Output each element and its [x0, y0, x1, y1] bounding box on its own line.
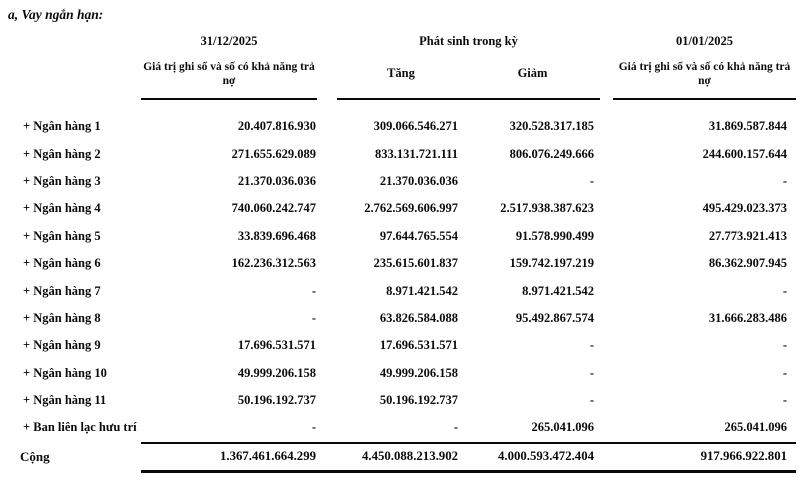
total-start-value: 917.966.922.801 — [700, 449, 787, 464]
cell-increase: 49.999.206.158 — [379, 365, 458, 380]
table-row: + Ngân hàng 1 20.407.816.930 309.066.546… — [8, 113, 798, 140]
cell-decrease: 2.517.938.387.623 — [500, 201, 594, 216]
cell-decrease: - — [589, 173, 594, 188]
cell-decrease: 265.041.096 — [531, 420, 595, 435]
cell-increase: 50.196.192.737 — [379, 393, 458, 408]
cell-increase: 309.066.546.271 — [373, 119, 458, 134]
col-subheader-carrying-value-end: Giá trị ghi sổ và số có khả năng trả nợ — [141, 54, 317, 100]
total-values-rule: 1.367.461.664.299 4.450.088.213.902 4.00… — [141, 441, 796, 473]
cell-decrease: 320.528.317.185 — [509, 119, 594, 134]
cell-increase: 63.826.584.088 — [379, 310, 458, 325]
table-header-sub-row: Giá trị ghi sổ và số có khả năng trả nợ … — [8, 54, 798, 100]
table-row: + Ngân hàng 7 - 8.971.421.542 8.971.421.… — [8, 277, 798, 304]
cell-start-value: 31.666.283.486 — [708, 310, 787, 325]
total-row: Cộng 1.367.461.664.299 4.450.088.213.902… — [8, 441, 798, 473]
table-body: + Ngân hàng 1 20.407.816.930 309.066.546… — [8, 100, 798, 442]
row-label: + Ngân hàng 9 — [23, 338, 101, 353]
section-title: a, Vay ngắn hạn: — [8, 7, 104, 22]
table-row: + Ngân hàng 5 33.839.696.468 97.644.765.… — [8, 223, 798, 250]
cell-decrease: 806.076.249.666 — [509, 146, 594, 161]
cell-end-value: 740.060.242.747 — [231, 201, 316, 216]
table-row: + Ngân hàng 3 21.370.036.036 21.370.036.… — [8, 168, 798, 195]
table-row: + Ngân hàng 9 17.696.531.571 17.696.531.… — [8, 332, 798, 359]
cell-decrease: 95.492.867.574 — [515, 310, 594, 325]
cell-increase: 833.131.721.111 — [375, 146, 458, 161]
cell-end-value: 17.696.531.571 — [237, 338, 316, 353]
cell-increase: - — [453, 420, 458, 435]
short-term-loans-table: 31/12/2025 Phát sinh trong kỳ 01/01/2025… — [8, 28, 798, 473]
cell-increase: 8.971.421.542 — [386, 283, 458, 298]
cell-start-value: - — [782, 365, 787, 380]
col-subheader-decrease: Giảm — [465, 54, 600, 100]
row-label: + Ngân hàng 3 — [23, 173, 101, 188]
cell-start-value: - — [782, 393, 787, 408]
cell-start-value: - — [782, 338, 787, 353]
total-increase: 4.450.088.213.902 — [362, 449, 458, 464]
cell-increase: 235.615.601.837 — [373, 256, 458, 271]
cell-end-value: - — [311, 310, 316, 325]
col-subheader-carrying-value-start: Giá trị ghi sổ và số có khả năng trả nợ — [613, 54, 796, 100]
cell-start-value: 31.869.587.844 — [708, 119, 787, 134]
cell-end-value: 50.196.192.737 — [237, 393, 316, 408]
col-header-start-date: 01/01/2025 — [676, 33, 733, 48]
cell-decrease: - — [589, 338, 594, 353]
total-end-value: 1.367.461.664.299 — [220, 449, 316, 464]
row-label: + Ngân hàng 7 — [23, 283, 101, 298]
cell-start-value: 244.600.157.644 — [702, 146, 787, 161]
row-label: + Ngân hàng 4 — [23, 201, 101, 216]
cell-decrease: - — [589, 393, 594, 408]
cell-decrease: 91.578.990.499 — [515, 228, 594, 243]
cell-end-value: 20.407.816.930 — [237, 119, 316, 134]
cell-end-value: 21.370.036.036 — [237, 173, 316, 188]
row-label: + Ngân hàng 2 — [23, 146, 101, 161]
table-row: + Ngân hàng 11 50.196.192.737 50.196.192… — [8, 387, 798, 414]
total-label: Cộng — [20, 449, 50, 465]
table-header-group-row: 31/12/2025 Phát sinh trong kỳ 01/01/2025 — [8, 28, 798, 54]
cell-start-value: 27.773.921.413 — [708, 228, 787, 243]
cell-increase: 17.696.531.571 — [379, 338, 458, 353]
cell-end-value: - — [311, 283, 316, 298]
cell-increase: 97.644.765.554 — [379, 228, 458, 243]
row-label: + Ngân hàng 11 — [23, 393, 107, 408]
cell-decrease: 159.742.197.219 — [509, 256, 594, 271]
cell-increase: 21.370.036.036 — [379, 173, 458, 188]
table-row: + Ngân hàng 8 - 63.826.584.088 95.492.86… — [8, 305, 798, 332]
table-row: + Ngân hàng 2 271.655.629.089 833.131.72… — [8, 140, 798, 167]
row-label: + Ngân hàng 8 — [23, 310, 101, 325]
col-header-period-group: Phát sinh trong kỳ — [419, 33, 518, 48]
table-row: + Ngân hàng 4 740.060.242.747 2.762.569.… — [8, 195, 798, 222]
cell-decrease: 8.971.421.542 — [522, 283, 594, 298]
row-label: + Ngân hàng 10 — [23, 365, 107, 380]
col-subheader-increase: Tăng — [337, 54, 465, 100]
cell-end-value: - — [311, 420, 316, 435]
cell-start-value: - — [782, 173, 787, 188]
table-row: + Ngân hàng 6 162.236.312.563 235.615.60… — [8, 250, 798, 277]
cell-start-value: 495.429.023.373 — [702, 201, 787, 216]
row-label: + Ban liên lạc hưu trí — [23, 420, 137, 435]
table-row: + Ngân hàng 10 49.999.206.158 49.999.206… — [8, 360, 798, 387]
cell-start-value: 86.362.907.945 — [708, 256, 787, 271]
row-label: + Ngân hàng 5 — [23, 228, 101, 243]
cell-end-value: 49.999.206.158 — [237, 365, 316, 380]
cell-increase: 2.762.569.606.997 — [364, 201, 458, 216]
row-label: + Ngân hàng 1 — [23, 119, 101, 134]
cell-end-value: 33.839.696.468 — [237, 228, 316, 243]
col-header-end-date: 31/12/2025 — [200, 33, 258, 48]
row-label: + Ngân hàng 6 — [23, 256, 101, 271]
table-row: + Ban liên lạc hưu trí - - 265.041.096 2… — [8, 414, 798, 441]
cell-start-value: 265.041.096 — [724, 420, 788, 435]
cell-start-value: - — [782, 283, 787, 298]
total-decrease: 4.000.593.472.404 — [498, 449, 594, 464]
cell-decrease: - — [589, 365, 594, 380]
cell-end-value: 271.655.629.089 — [231, 146, 316, 161]
cell-end-value: 162.236.312.563 — [231, 256, 316, 271]
